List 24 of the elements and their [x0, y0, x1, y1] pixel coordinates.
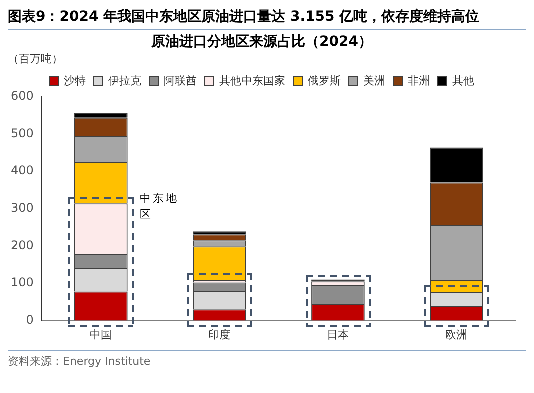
y-tick-label: 300: [11, 201, 34, 216]
y-tick-label: 200: [11, 238, 34, 252]
legend-label: 沙特: [64, 74, 86, 88]
legend-label: 俄罗斯: [308, 74, 341, 88]
y-tick-label: 100: [11, 276, 34, 290]
chart-title: 图表9：2024 年我国中东地区原油进口量达 3.155 亿吨，依存度维持高位: [8, 8, 526, 30]
y-tick-label: 600: [11, 89, 34, 104]
x-tick-label: 欧洲: [446, 328, 468, 342]
legend-label: 其他中东国家: [220, 74, 286, 88]
legend-label: 伊拉克: [108, 74, 142, 88]
legend-label: 其他: [452, 74, 474, 88]
legend-label: 非洲: [408, 74, 430, 88]
chart-subtitle: 原油进口分地区来源占比（2024）: [150, 34, 372, 50]
y-tick-label: 400: [11, 164, 34, 178]
y-axis-title: （百万吨）: [8, 52, 63, 66]
x-tick-label: 印度: [208, 328, 231, 342]
y-tick-label: 500: [11, 126, 34, 140]
legend-label: 美洲: [364, 74, 386, 88]
x-tick-label: 中国: [90, 328, 112, 342]
legend-label: 阿联酋: [164, 74, 197, 88]
x-tick-label: 日本: [327, 328, 350, 342]
annotation: 中东地区: [140, 190, 180, 223]
text: 资料来源：Energy Institute: [8, 350, 526, 369]
y-tick-label: 0: [26, 312, 34, 327]
